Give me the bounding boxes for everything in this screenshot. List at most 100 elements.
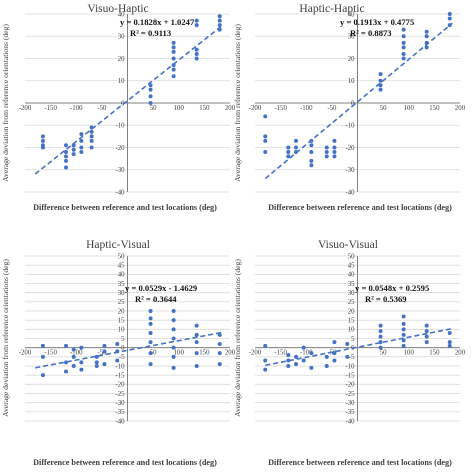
- data-point: [71, 347, 76, 352]
- data-point: [171, 56, 176, 61]
- data-point: [148, 362, 153, 367]
- data-point: [332, 358, 337, 363]
- x-tick-label: 100: [174, 105, 185, 112]
- y-tick-label: -20: [345, 382, 355, 389]
- data-point: [89, 129, 94, 134]
- y-tick-label: -25: [345, 391, 355, 398]
- data-point: [102, 349, 107, 354]
- data-point: [40, 134, 45, 139]
- data-point: [286, 353, 291, 357]
- chart-title: Haptic-Visual: [86, 239, 150, 251]
- y-tick-label: -30: [345, 167, 355, 174]
- data-point: [79, 138, 84, 143]
- x-tick-label: 200: [225, 350, 236, 357]
- y-tick-label: 25: [348, 299, 355, 306]
- data-point: [171, 40, 176, 45]
- data-point: [194, 23, 199, 28]
- data-point: [115, 342, 120, 346]
- y-axis-title: Average deviation from reference orienta…: [233, 259, 242, 417]
- data-point: [309, 158, 314, 163]
- x-tick-label: 150: [429, 350, 440, 357]
- y-tick-label: -30: [115, 167, 125, 174]
- x-tick-label: 200: [455, 105, 466, 112]
- x-tick-label: -100: [70, 105, 83, 112]
- data-point: [194, 47, 199, 52]
- data-point: [194, 340, 199, 345]
- data-point: [171, 318, 176, 323]
- y-tick-label: 20: [118, 56, 125, 63]
- data-point: [294, 138, 298, 143]
- data-point: [332, 138, 337, 143]
- data-point: [171, 336, 176, 341]
- x-tick-label: -100: [70, 350, 83, 357]
- data-point: [148, 340, 153, 345]
- x-tick-label: -200: [249, 350, 262, 357]
- y-tick-label: 20: [348, 56, 355, 63]
- trendline-equation: y = 0.0529x - 1.4629: [125, 283, 197, 293]
- data-point: [194, 56, 199, 61]
- y-tick-label: 10: [118, 78, 125, 85]
- y-tick-label: 40: [348, 272, 355, 279]
- data-point: [194, 18, 199, 23]
- data-point: [401, 27, 406, 32]
- x-tick-label: 100: [404, 350, 415, 357]
- x-tick-label: -150: [274, 105, 287, 112]
- data-point: [324, 149, 329, 154]
- data-point: [309, 149, 314, 154]
- y-tick-label: 35: [118, 281, 125, 288]
- data-point: [94, 354, 99, 359]
- chart-visuo-haptic: -40-30-20-10010203040-200-150-100-505010…: [1, 3, 236, 212]
- data-point: [378, 329, 383, 334]
- y-tick-label: -10: [115, 123, 125, 130]
- data-point: [148, 87, 153, 92]
- y-tick-label: -30: [115, 400, 125, 407]
- y-tick-label: 35: [348, 281, 355, 288]
- y-tick-label: -15: [115, 372, 125, 379]
- data-point: [194, 351, 199, 356]
- data-point: [309, 163, 314, 168]
- data-point: [324, 354, 329, 359]
- data-point: [217, 18, 222, 23]
- data-point: [378, 334, 383, 339]
- data-point: [378, 323, 383, 328]
- y-tick-label: 5: [121, 336, 125, 343]
- y-tick-label: 40: [348, 11, 355, 18]
- y-tick-label: -20: [345, 145, 355, 152]
- data-point: [263, 134, 268, 139]
- data-point: [171, 45, 176, 50]
- y-axis-title: Average deviation from reference orienta…: [233, 24, 242, 182]
- data-point: [171, 327, 176, 332]
- data-point: [79, 345, 84, 350]
- data-point: [64, 343, 68, 348]
- data-point: [64, 369, 68, 374]
- data-point: [217, 23, 222, 28]
- data-point: [424, 340, 429, 345]
- data-point: [89, 134, 94, 139]
- data-point: [294, 362, 298, 367]
- data-point: [40, 354, 45, 359]
- data-point: [424, 34, 429, 39]
- x-tick-label: -200: [249, 105, 262, 112]
- x-tick-label: -200: [19, 105, 32, 112]
- data-point: [286, 149, 291, 154]
- data-point: [171, 345, 176, 350]
- data-point: [171, 67, 176, 72]
- y-tick-label: -10: [345, 123, 355, 130]
- data-point: [424, 45, 429, 50]
- y-tick-label: -15: [345, 372, 355, 379]
- data-point: [64, 165, 68, 170]
- data-point: [217, 14, 222, 19]
- data-point: [89, 145, 94, 150]
- data-point: [171, 309, 176, 313]
- data-point: [148, 331, 153, 335]
- x-tick-label: -150: [44, 105, 57, 112]
- y-tick-label: 0: [351, 100, 355, 107]
- data-point: [424, 329, 429, 334]
- data-point: [263, 149, 268, 154]
- data-point: [148, 94, 153, 99]
- data-point: [263, 114, 268, 119]
- x-tick-label: -50: [97, 105, 107, 112]
- y-tick-label: -10: [345, 363, 355, 370]
- data-point: [286, 154, 291, 159]
